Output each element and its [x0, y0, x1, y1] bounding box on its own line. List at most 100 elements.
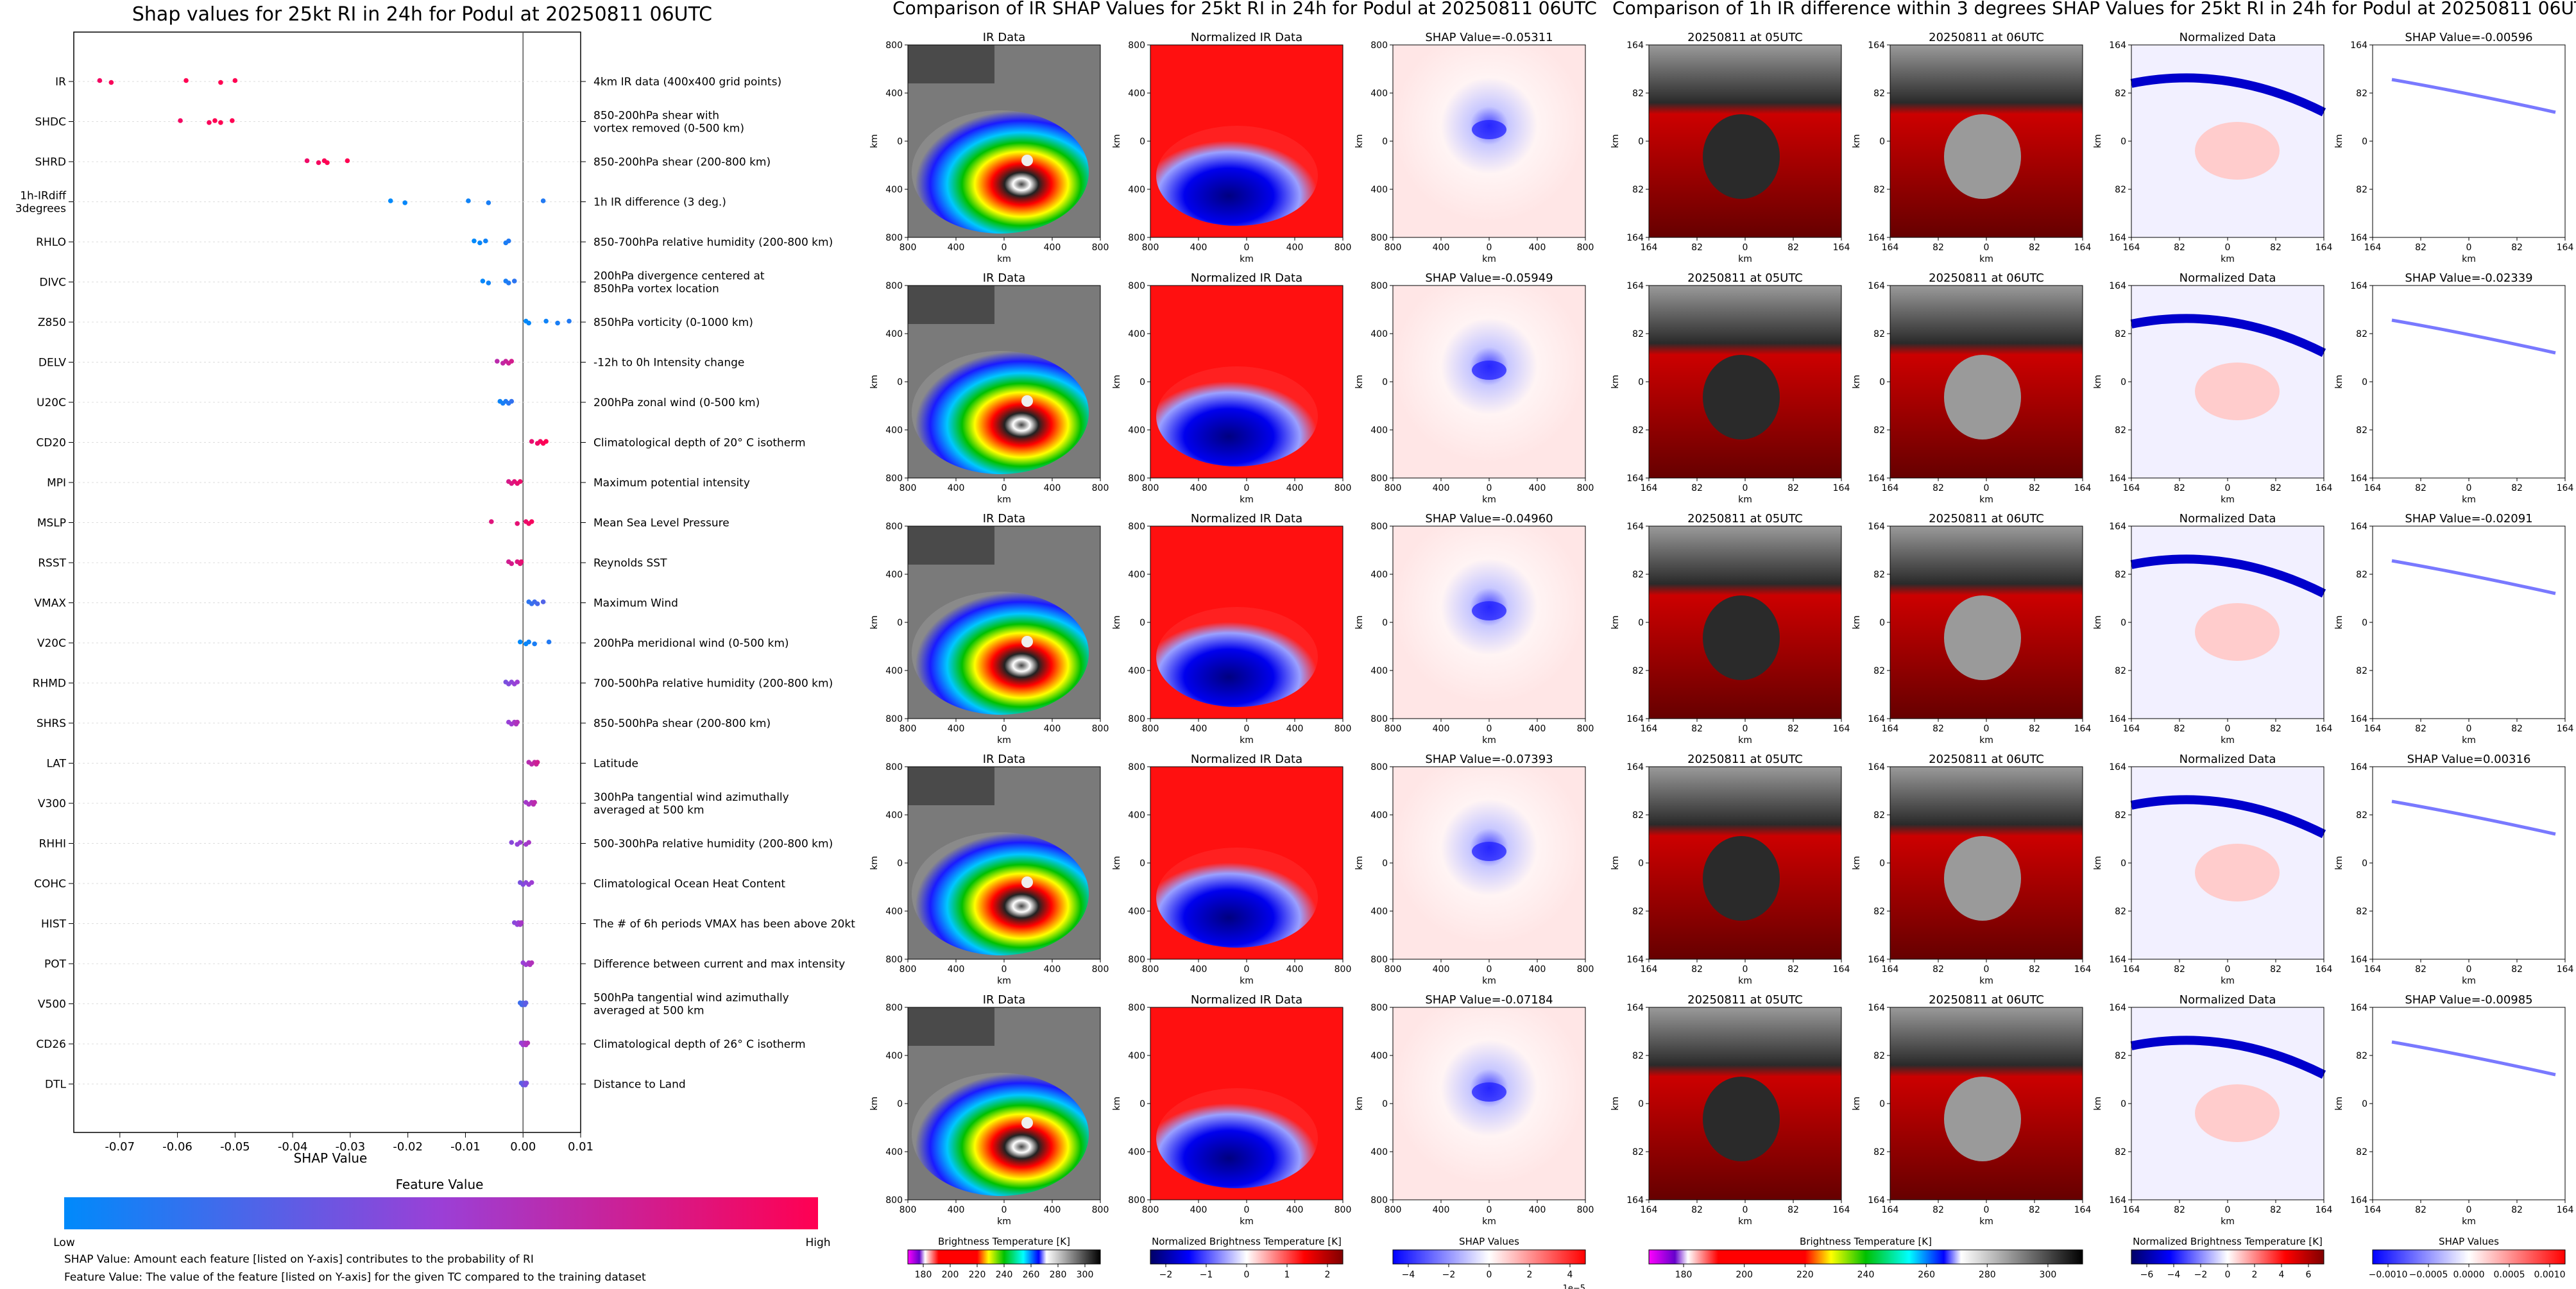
panel-x-tick-label: 82	[2270, 243, 2282, 253]
panel-y-tick-label: 400	[1128, 666, 1145, 676]
ir-cloud-shield	[912, 110, 1089, 234]
panel-y-tick-label: 800	[1128, 522, 1145, 532]
panel-x-tick-label: 400	[1529, 724, 1546, 734]
panel-y-tick-label: 82	[1873, 810, 1885, 821]
panel-y-axis-label: km	[1112, 856, 1122, 870]
colorbar-tick-label: 180	[915, 1270, 932, 1280]
panel-x-tick-label: 164	[2074, 964, 2092, 975]
panel-y-tick-label: 800	[1370, 522, 1388, 532]
panel-x-tick-label: 164	[1641, 964, 1658, 975]
panel-y-tick-label: 400	[1370, 89, 1388, 99]
ir-cloud-shield	[912, 832, 1089, 955]
panel-x-tick-label: 800	[1142, 964, 1159, 975]
panel-x-axis-label: km	[1240, 254, 1254, 264]
panel-x-tick-label: 164	[2074, 243, 2092, 253]
colorbar-label: SHAP Values	[1459, 1236, 1519, 1247]
panel-y-tick-label: 800	[1128, 281, 1145, 291]
panel-x-tick-label: 164	[2557, 243, 2574, 253]
panel-y-tick-label: 400	[1370, 185, 1388, 195]
panel-y-tick-label: 164	[1868, 955, 1885, 965]
feature-description-label: 500-300hPa relative humidity (200-800 km…	[593, 838, 833, 851]
shap-point	[495, 359, 500, 364]
panel-y-tick-label: 800	[1128, 233, 1145, 243]
colorbar-tick-label: −0.0010	[2369, 1270, 2408, 1280]
panel-x-axis-label: km	[997, 1216, 1011, 1227]
shap-point	[304, 158, 310, 164]
panel-y-tick-label: 164	[1626, 522, 1644, 532]
panel-x-tick-label: 400	[1044, 964, 1061, 975]
panel-x-tick-label: 0	[1002, 1205, 1007, 1215]
panel-x-tick-label: 400	[1529, 483, 1546, 493]
panel-y-tick-label: 0	[1382, 377, 1388, 388]
colorbar-offset-label: 1e−5	[1563, 1284, 1585, 1289]
colorbar-tick-label: −2	[1442, 1270, 1456, 1280]
feature-name-label: COHC	[34, 878, 66, 891]
colorbar-label: Normalized Brightness Temperature [K]	[2133, 1236, 2323, 1247]
panel-y-tick-label: 164	[1626, 955, 1644, 965]
colorbar-tick-label: 260	[1918, 1270, 1935, 1280]
panel-title: 20250811 at 06UTC	[1929, 753, 2044, 766]
colorbar-tick-label: 280	[1979, 1270, 1996, 1280]
panel-y-tick-label: 400	[1128, 810, 1145, 821]
panel-y-tick-label: 164	[1868, 762, 1885, 773]
panel-y-tick-label: 82	[1873, 1147, 1885, 1157]
panel-x-tick-label: 0	[1244, 724, 1250, 734]
panel-y-axis-label: km	[1354, 856, 1365, 870]
panel-y-tick-label: 164	[1626, 762, 1644, 773]
shap-point	[511, 278, 517, 284]
shap-point	[517, 639, 523, 645]
panel-x-tick-label: 800	[1385, 483, 1402, 493]
panel-y-tick-label: 164	[1868, 1195, 1885, 1206]
panel-title: 20250811 at 06UTC	[1929, 512, 2044, 525]
panel-x-tick-label: 82	[2029, 243, 2040, 253]
shap-value-title: SHAP Value=-0.05311	[1425, 31, 1553, 44]
normalized-brightness-colorbar	[2131, 1249, 2324, 1265]
panel-y-tick-label: 0	[1638, 377, 1644, 388]
panel-x-tick-label: 164	[2123, 483, 2140, 493]
panel-x-tick-label: 0	[1984, 964, 1990, 975]
panel-y-tick-label: 0	[1638, 1099, 1644, 1109]
shap-map	[1393, 1007, 1585, 1200]
panel-y-tick-label: 164	[2350, 762, 2367, 773]
panel-x-tick-label: 82	[2415, 243, 2427, 253]
panel-x-tick-label: 82	[2270, 483, 2282, 493]
panel-x-tick-label: 82	[1787, 1205, 1799, 1215]
colorbar-tick-label: −6	[2140, 1270, 2154, 1280]
panel-y-tick-label: 82	[2356, 810, 2367, 821]
panel-x-tick-label: 164	[2074, 724, 2092, 734]
panel-y-tick-label: 400	[885, 570, 903, 580]
shap-point	[534, 760, 540, 765]
norm-ir-cold-region	[1156, 1088, 1318, 1188]
colorbar-tick-label: 4	[2279, 1270, 2285, 1280]
panel-x-tick-label: 0	[1984, 1205, 1990, 1215]
panel-y-tick-label: 82	[2356, 1147, 2367, 1157]
norm-diff-negative-band	[2130, 314, 2326, 357]
panel-x-tick-label: 82	[1691, 483, 1703, 493]
shap-value-title: SHAP Value=-0.05949	[1425, 271, 1553, 285]
feature-name-label: SHRD	[35, 156, 66, 169]
panel-x-tick-label: 800	[1092, 724, 1109, 734]
shap-point	[486, 280, 491, 286]
panel-y-tick-label: 82	[2115, 185, 2126, 195]
panel-y-tick-label: 164	[1868, 40, 1885, 51]
panel-x-tick-label: 164	[2364, 1205, 2382, 1215]
panel-x-axis-label: km	[2221, 1216, 2235, 1227]
shap-point	[532, 799, 537, 805]
panel-title: Normalized IR Data	[1191, 512, 1302, 525]
panel-y-axis-label: km	[1354, 375, 1365, 389]
panel-y-tick-label: 400	[1370, 907, 1388, 917]
shap-value-title: SHAP Value=-0.02091	[2405, 512, 2532, 525]
panel-y-tick-label: 0	[1139, 377, 1145, 388]
panel-x-tick-label: 82	[1932, 1205, 1944, 1215]
panel-y-tick-label: 800	[1370, 474, 1388, 484]
colorbar-tick-label: −2	[1159, 1270, 1173, 1280]
x-tick-label: -0.03	[336, 1140, 366, 1154]
colorbar-tick-label: 0.0010	[2534, 1270, 2566, 1280]
panel-y-tick-label: 82	[1632, 666, 1644, 676]
panel-x-tick-label: 800	[900, 243, 917, 253]
panel-x-tick-label: 82	[1691, 964, 1703, 975]
panel-x-tick-label: 82	[1691, 724, 1703, 734]
feature-colorbar-title: Feature Value	[396, 1177, 484, 1192]
panel-x-tick-label: 0	[2225, 1205, 2231, 1215]
shap-negative-core	[1472, 361, 1506, 380]
